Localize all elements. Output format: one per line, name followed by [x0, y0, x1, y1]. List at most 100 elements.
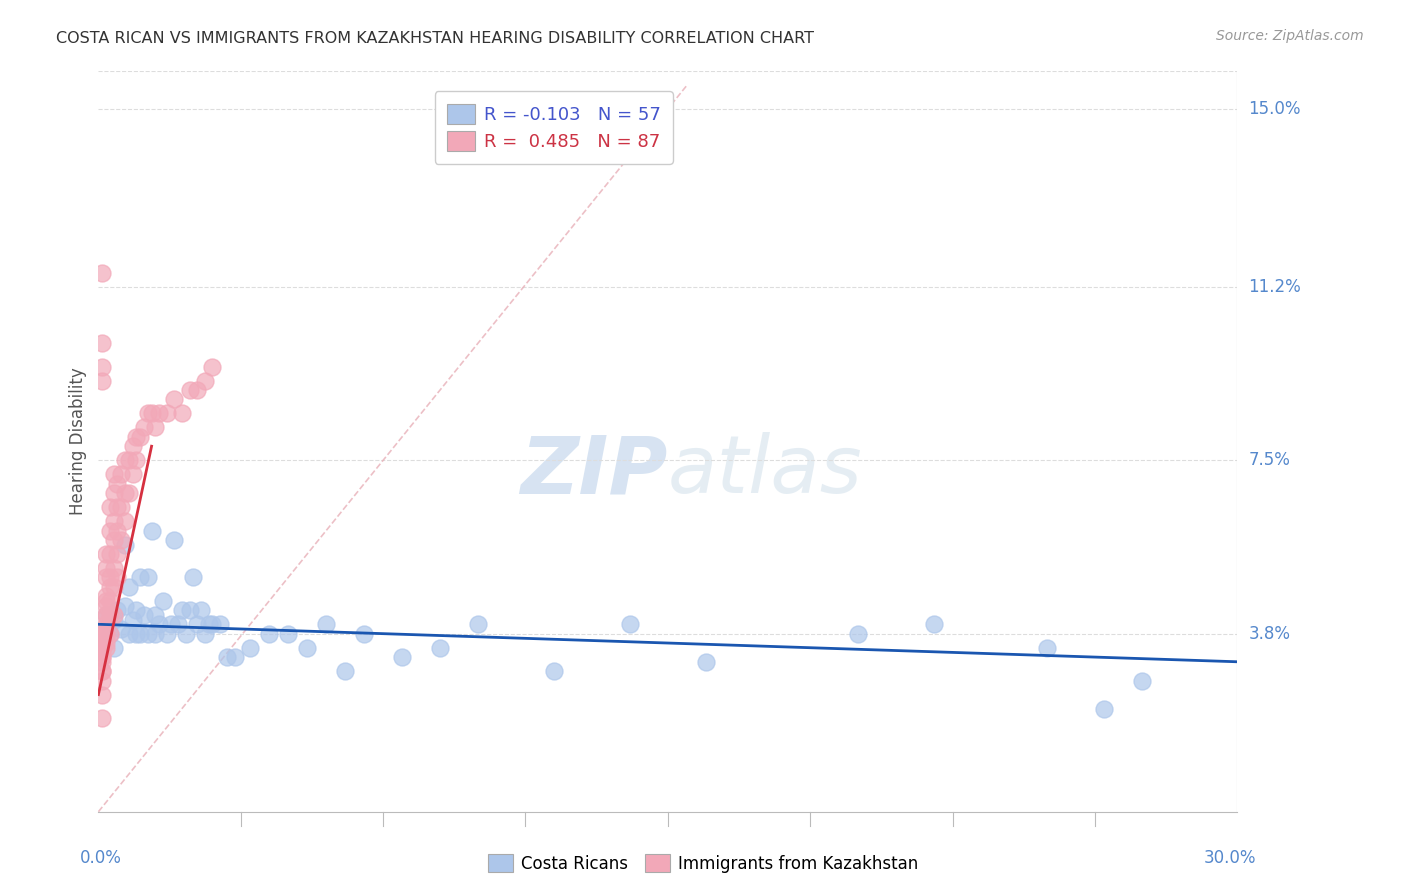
- Point: [145, 607, 167, 622]
- Point: [1036, 640, 1059, 655]
- Point: [110, 500, 132, 515]
- Point: [107, 476, 129, 491]
- Point: [186, 383, 208, 397]
- Point: [91, 632, 114, 646]
- Text: 11.2%: 11.2%: [1249, 278, 1301, 296]
- Point: [91, 636, 114, 650]
- Point: [103, 607, 125, 622]
- Text: COSTA RICAN VS IMMIGRANTS FROM KAZAKHSTAN HEARING DISABILITY CORRELATION CHART: COSTA RICAN VS IMMIGRANTS FROM KAZAKHSTA…: [56, 31, 814, 46]
- Point: [94, 561, 117, 575]
- Text: 3.8%: 3.8%: [1249, 624, 1291, 642]
- Point: [91, 673, 114, 688]
- Point: [94, 594, 117, 608]
- Point: [91, 374, 114, 388]
- Point: [152, 594, 174, 608]
- Point: [98, 524, 121, 538]
- Point: [129, 570, 152, 584]
- Point: [148, 406, 170, 420]
- Point: [145, 420, 167, 434]
- Point: [163, 392, 186, 407]
- Point: [91, 640, 114, 655]
- Point: [429, 640, 451, 655]
- Point: [103, 514, 125, 528]
- Point: [114, 599, 136, 613]
- Point: [107, 570, 129, 584]
- Text: 0.0%: 0.0%: [80, 849, 121, 867]
- Text: 30.0%: 30.0%: [1204, 849, 1257, 867]
- Point: [114, 514, 136, 528]
- Point: [159, 617, 181, 632]
- Point: [224, 650, 246, 665]
- Point: [391, 650, 413, 665]
- Point: [91, 636, 114, 650]
- Point: [107, 603, 129, 617]
- Point: [103, 561, 125, 575]
- Point: [129, 626, 152, 640]
- Point: [98, 626, 121, 640]
- Point: [91, 645, 114, 659]
- Point: [118, 486, 141, 500]
- Point: [194, 626, 217, 640]
- Point: [94, 547, 117, 561]
- Point: [91, 640, 114, 655]
- Point: [208, 617, 231, 632]
- Point: [259, 626, 281, 640]
- Point: [91, 626, 114, 640]
- Point: [103, 613, 125, 627]
- Point: [110, 467, 132, 482]
- Point: [91, 626, 114, 640]
- Point: [91, 655, 114, 669]
- Point: [846, 626, 869, 640]
- Point: [107, 524, 129, 538]
- Point: [110, 533, 132, 547]
- Point: [197, 617, 219, 632]
- Text: Source: ZipAtlas.com: Source: ZipAtlas.com: [1216, 29, 1364, 43]
- Point: [217, 650, 239, 665]
- Point: [110, 622, 132, 636]
- Point: [103, 533, 125, 547]
- Point: [125, 430, 148, 444]
- Point: [94, 607, 117, 622]
- Point: [91, 266, 114, 280]
- Point: [125, 603, 148, 617]
- Y-axis label: Hearing Disability: Hearing Disability: [69, 368, 87, 516]
- Point: [103, 486, 125, 500]
- Point: [186, 617, 208, 632]
- Point: [335, 664, 357, 678]
- Point: [118, 580, 141, 594]
- Point: [156, 406, 179, 420]
- Point: [118, 453, 141, 467]
- Point: [94, 607, 117, 622]
- Point: [91, 626, 114, 640]
- Point: [91, 359, 114, 374]
- Point: [103, 640, 125, 655]
- Point: [141, 406, 163, 420]
- Text: 15.0%: 15.0%: [1249, 100, 1301, 118]
- Point: [543, 664, 565, 678]
- Point: [315, 617, 337, 632]
- Legend: Costa Ricans, Immigrants from Kazakhstan: Costa Ricans, Immigrants from Kazakhstan: [481, 847, 925, 880]
- Text: ZIP: ZIP: [520, 432, 668, 510]
- Point: [103, 467, 125, 482]
- Point: [114, 453, 136, 467]
- Point: [91, 640, 114, 655]
- Point: [94, 640, 117, 655]
- Point: [201, 617, 224, 632]
- Point: [94, 626, 117, 640]
- Point: [94, 599, 117, 613]
- Point: [98, 607, 121, 622]
- Legend: R = -0.103   N = 57, R =  0.485   N = 87: R = -0.103 N = 57, R = 0.485 N = 87: [434, 92, 673, 164]
- Point: [91, 626, 114, 640]
- Point: [91, 664, 114, 678]
- Point: [91, 650, 114, 665]
- Point: [190, 603, 212, 617]
- Point: [179, 383, 201, 397]
- Point: [121, 439, 143, 453]
- Point: [91, 711, 114, 725]
- Point: [922, 617, 945, 632]
- Point: [132, 607, 155, 622]
- Point: [121, 613, 143, 627]
- Point: [91, 688, 114, 702]
- Point: [94, 636, 117, 650]
- Point: [201, 359, 224, 374]
